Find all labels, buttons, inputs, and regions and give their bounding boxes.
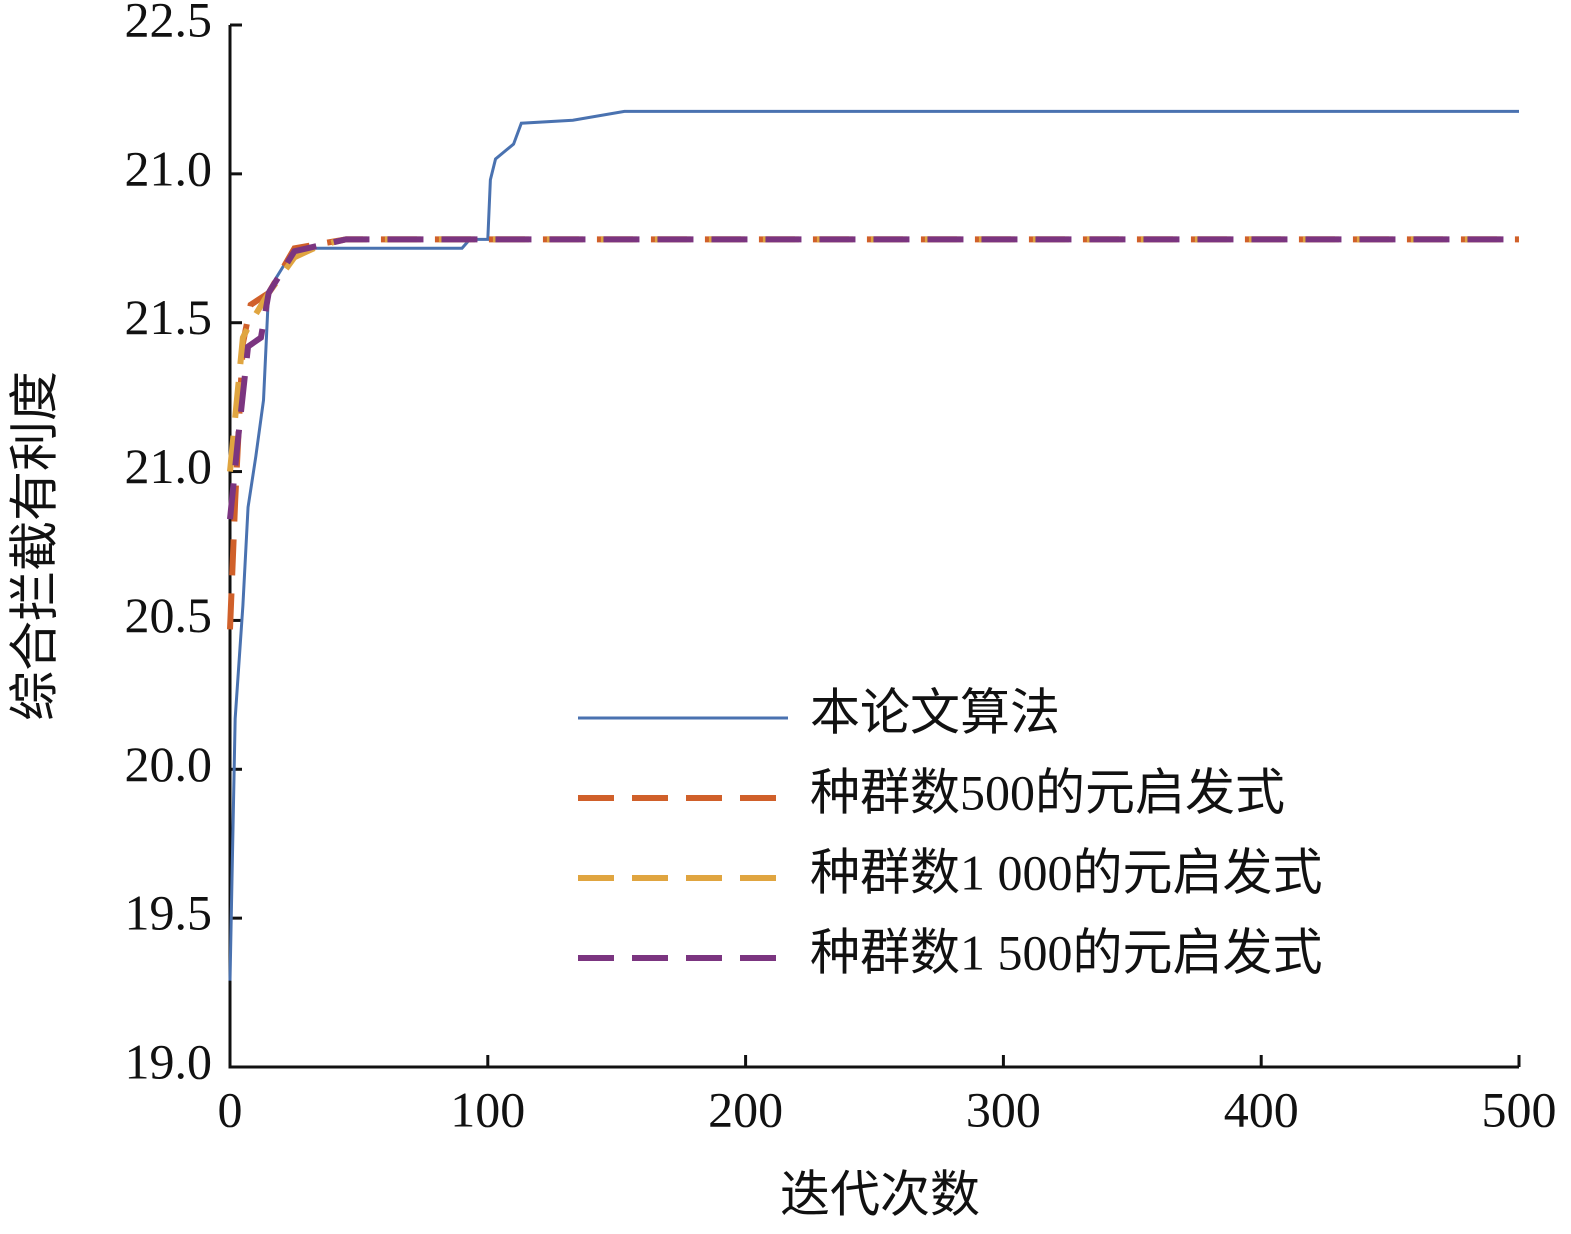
x-tick-label: 0 bbox=[218, 1081, 243, 1137]
legend-label: 本论文算法 bbox=[810, 684, 1060, 740]
series-line bbox=[227, 236, 1519, 520]
y-tick-label: 20.0 bbox=[125, 736, 213, 792]
x-axis-label: 迭代次数 bbox=[780, 1166, 980, 1222]
y-axis-label: 综合拦截有利度 bbox=[6, 371, 62, 721]
x-tick-label: 500 bbox=[1482, 1081, 1557, 1137]
series-line bbox=[228, 109, 1519, 981]
y-tick-label: 21.5 bbox=[125, 289, 213, 345]
x-tick-label: 100 bbox=[450, 1081, 525, 1137]
x-tick-label: 400 bbox=[1224, 1081, 1299, 1137]
y-tick-label: 20.5 bbox=[125, 587, 213, 643]
x-tick-label: 200 bbox=[708, 1081, 783, 1137]
y-tick-label: 21.0 bbox=[125, 140, 213, 196]
x-tick-label: 300 bbox=[966, 1081, 1041, 1137]
series-line bbox=[227, 236, 1519, 472]
y-tick-label: 19.0 bbox=[125, 1033, 213, 1089]
axes bbox=[228, 25, 1519, 1069]
legend-label: 种群数500的元启发式 bbox=[810, 764, 1285, 820]
legend-label: 种群数1 500的元启发式 bbox=[810, 924, 1323, 980]
legend-label: 种群数1 000的元启发式 bbox=[810, 844, 1323, 900]
series-line bbox=[227, 236, 1519, 630]
y-tick-label: 19.5 bbox=[125, 885, 213, 941]
y-tick-label: 22.5 bbox=[125, 0, 213, 47]
y-tick-label: 21.0 bbox=[125, 438, 213, 494]
